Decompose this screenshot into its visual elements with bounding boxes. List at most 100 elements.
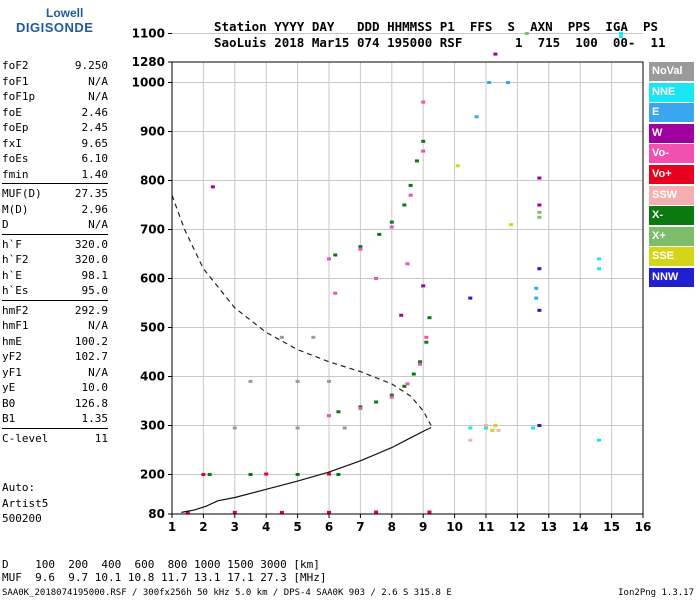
- y-tick-label: 500: [140, 321, 165, 335]
- param-row-md: M(D) 2.96: [2, 202, 108, 218]
- y-tick-label: 1000: [132, 76, 165, 90]
- param-value: 27.35: [74, 187, 108, 200]
- x-tick-label: 7: [356, 520, 364, 534]
- legend-item-ssw: SSW: [649, 185, 694, 205]
- series-vo: [327, 100, 429, 418]
- x-tick-label: 3: [231, 520, 239, 534]
- echo-point: [493, 52, 498, 56]
- echo-point: [468, 438, 473, 442]
- y-tick-label: 200: [140, 468, 165, 482]
- echo-point: [405, 262, 410, 266]
- echo-point: [207, 473, 212, 476]
- digisonde-logo: Lowell DIGISONDE: [6, 4, 96, 48]
- param-value: 320.0: [74, 253, 108, 266]
- echo-point: [597, 267, 602, 271]
- echo-point: [418, 360, 423, 364]
- echo-point: [468, 426, 473, 430]
- param-separator: [2, 427, 108, 429]
- x-tick-label: 12: [509, 520, 526, 534]
- param-label: foF1p: [2, 90, 36, 103]
- param-label: yF1: [2, 365, 22, 379]
- param-label: B1: [2, 412, 16, 425]
- param-label: yE: [2, 381, 16, 394]
- legend-item-vo: Vo-: [649, 144, 694, 164]
- param-value: 6.10: [81, 152, 109, 165]
- param-label: h`Es: [2, 284, 29, 297]
- echo-point: [619, 35, 624, 39]
- param-value: 95.0: [81, 284, 109, 297]
- echo-point: [534, 286, 539, 290]
- auto-program: Artist5: [2, 496, 49, 510]
- echo-point: [424, 340, 429, 344]
- legend-item-x: X+: [649, 226, 694, 246]
- echo-point: [248, 473, 253, 476]
- param-value: 9.65: [81, 136, 109, 150]
- param-row-foe: foE 2.46: [2, 105, 108, 121]
- legend-item-vo: Vo+: [649, 164, 694, 184]
- echo-point: [327, 414, 331, 418]
- chart-echoes: [185, 32, 624, 515]
- param-value: N/A: [88, 365, 108, 379]
- echo-point: [455, 164, 460, 168]
- echo-point: [411, 372, 416, 376]
- echo-point: [531, 426, 536, 430]
- muf-row: MUF 9.6 9.7 10.1 10.8 11.7 13.1 17.1 27.…: [2, 571, 327, 584]
- param-value: 1.35: [81, 412, 109, 425]
- y-tick-label: 80: [148, 507, 165, 521]
- param-label: M(D): [2, 202, 29, 216]
- param-value: 2.45: [81, 121, 109, 134]
- echo-point: [537, 424, 542, 427]
- param-value: 11: [94, 431, 108, 445]
- echo-point: [524, 32, 529, 35]
- param-value: N/A: [88, 218, 108, 231]
- echo-point: [210, 185, 215, 189]
- series-nne: [468, 32, 624, 442]
- echo-point: [333, 291, 338, 295]
- echo-point: [248, 379, 253, 383]
- x-tick-label: 10: [446, 520, 463, 534]
- echo-point: [389, 395, 394, 399]
- param-separator: [2, 183, 108, 184]
- y-tick-label: 800: [140, 174, 165, 188]
- header-line-1: Station YYYY DAY DDD HHMMSS P1 FFS S AXN…: [214, 19, 659, 34]
- echo-point: [232, 426, 237, 430]
- echo-point: [418, 362, 423, 366]
- param-label: hmF1: [2, 319, 29, 332]
- echo-point: [537, 267, 542, 271]
- param-row-fof2: foF2 9.250: [2, 58, 108, 74]
- param-row-fmin: fmin 1.40: [2, 167, 108, 183]
- echo-point: [358, 247, 363, 251]
- series-e: [474, 81, 539, 300]
- echo-point: [295, 473, 300, 476]
- logo-lowell-text: Lowell: [46, 6, 84, 20]
- echo-point: [389, 393, 394, 397]
- param-value: 10.0: [81, 381, 109, 394]
- echo-point: [295, 426, 300, 430]
- x-tick-label: 1: [168, 520, 176, 534]
- param-row-hes: h`Es 95.0: [2, 283, 108, 299]
- x-tick-label: 15: [603, 520, 620, 534]
- echo-point: [279, 335, 284, 339]
- polarization-legend: NoVal NNE E W Vo- Vo+ SSW X- X+ SSE NNW: [649, 62, 694, 289]
- param-row-yf2: yF2 102.7: [2, 349, 108, 365]
- x-tick-label: 14: [572, 520, 589, 534]
- param-row-foes: foEs 6.10: [2, 151, 108, 167]
- echo-point: [389, 220, 394, 224]
- profile-solid-line: [181, 426, 432, 513]
- auto-code: 500200: [2, 512, 42, 525]
- param-row-clevel: C-level 11: [2, 431, 108, 447]
- echo-point: [389, 225, 394, 229]
- echo-point: [421, 139, 426, 143]
- echo-point: [279, 510, 284, 514]
- chart-profiles: [171, 194, 432, 513]
- y-tick-label: 700: [140, 223, 165, 237]
- x-tick-label: 9: [419, 520, 427, 534]
- y-tick-label: 300: [140, 419, 165, 433]
- param-row-b0: B0 126.8: [2, 396, 108, 412]
- x-tick-label: 5: [293, 520, 301, 534]
- x-tick-label: 16: [635, 520, 652, 534]
- x-tick-label: 13: [540, 520, 557, 534]
- echo-point: [327, 379, 331, 383]
- echo-point: [327, 257, 331, 261]
- param-label: C-level: [2, 431, 49, 445]
